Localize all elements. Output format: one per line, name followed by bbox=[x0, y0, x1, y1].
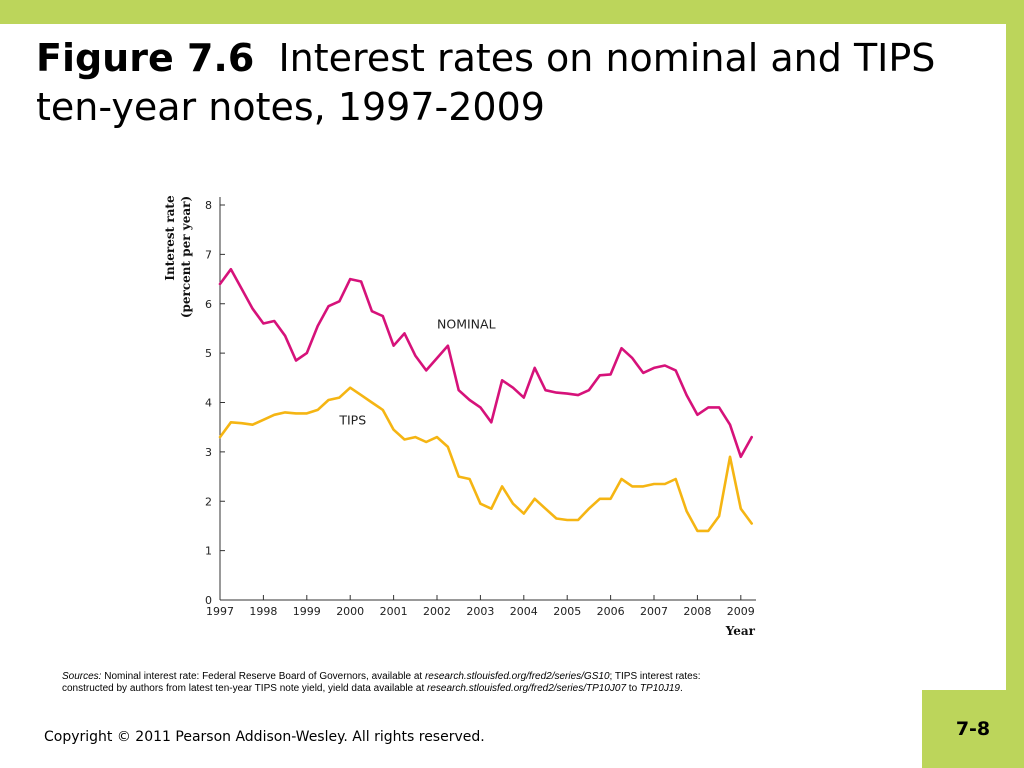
sources-link-gs10[interactable]: research.stlouisfed.org/fred2/series/GS1… bbox=[424, 671, 610, 682]
y-tick-label: 6 bbox=[205, 298, 212, 311]
y-tick-label: 4 bbox=[205, 397, 212, 410]
copyright-notice: Copyright © 2011 Pearson Addison-Wesley.… bbox=[44, 729, 485, 745]
series-labels: NOMINAL TIPS bbox=[338, 316, 495, 427]
x-tick-label: 2009 bbox=[727, 605, 755, 618]
page-number-box: 7-8 bbox=[922, 690, 1024, 768]
y-tick-label: 8 bbox=[205, 199, 212, 212]
interest-rate-line-chart: 0 1 2 3 4 5 6 7 8 1997 1998 1999 2000 2001 2002 2003 20… bbox=[163, 195, 756, 638]
x-tick-label: 2002 bbox=[423, 605, 451, 618]
y-tick-label: 0 bbox=[205, 594, 212, 607]
x-tick-label: 1997 bbox=[206, 605, 234, 618]
series-line-nominal bbox=[218, 267, 754, 459]
y-tick-label: 2 bbox=[205, 495, 212, 508]
x-tick-label: 2005 bbox=[553, 605, 581, 618]
sources-text-3: to bbox=[626, 683, 640, 694]
sources-label: Sources: bbox=[62, 671, 102, 682]
x-tick-label: 1999 bbox=[293, 605, 321, 618]
sources-note: Sources: Nominal interest rate: Federal … bbox=[62, 671, 752, 695]
x-tick-label: 1998 bbox=[249, 605, 277, 618]
y-tick-label: 7 bbox=[205, 248, 212, 261]
x-tick-label: 2003 bbox=[466, 605, 494, 618]
sources-text-4: . bbox=[679, 683, 683, 694]
sources-text-1: Nominal interest rate: Federal Reserve B… bbox=[101, 671, 425, 682]
chart-axes bbox=[219, 197, 756, 601]
sources-text-2: ; TIPS interest rates: constructed by au… bbox=[62, 671, 701, 694]
figure-number: Figure 7.6 bbox=[36, 36, 255, 80]
y-tick-label: 3 bbox=[205, 446, 212, 459]
y-axis-title-line2: (percent per year) bbox=[179, 196, 193, 318]
x-axis-ticks: 1997 1998 1999 2000 2001 2002 2003 2004 2005 2006… bbox=[206, 595, 755, 618]
y-axis-title-line1: Interest rate bbox=[163, 195, 177, 281]
series-line-tips bbox=[218, 386, 754, 533]
y-axis-ticks: 0 1 2 3 4 5 6 7 8 bbox=[205, 199, 225, 607]
y-tick-label: 1 bbox=[205, 545, 212, 558]
x-tick-label: 2000 bbox=[336, 605, 364, 618]
series-label-tips: TIPS bbox=[338, 413, 366, 428]
figure-caption: Interest rates on nominal and TIPS ten-y… bbox=[36, 36, 936, 129]
slide-title: Figure 7.6 Interest rates on nominal and… bbox=[36, 34, 996, 132]
sources-link-tp10j07[interactable]: research.stlouisfed.org/fred2/series/TP1… bbox=[427, 683, 627, 694]
y-tick-label: 5 bbox=[205, 347, 212, 360]
right-accent-bar bbox=[1006, 24, 1024, 690]
x-tick-label: 2004 bbox=[510, 605, 538, 618]
series-label-nominal: NOMINAL bbox=[437, 316, 496, 331]
x-tick-label: 2008 bbox=[683, 605, 711, 618]
x-tick-label: 2006 bbox=[597, 605, 625, 618]
x-tick-label: 2007 bbox=[640, 605, 668, 618]
series-layer bbox=[218, 267, 754, 533]
page-number: 7-8 bbox=[955, 718, 991, 740]
sources-link-tp10j19[interactable]: TP10J19 bbox=[639, 683, 680, 694]
x-axis-title: Year bbox=[725, 624, 756, 638]
top-accent-bar bbox=[0, 0, 1024, 24]
x-tick-label: 2001 bbox=[380, 605, 408, 618]
